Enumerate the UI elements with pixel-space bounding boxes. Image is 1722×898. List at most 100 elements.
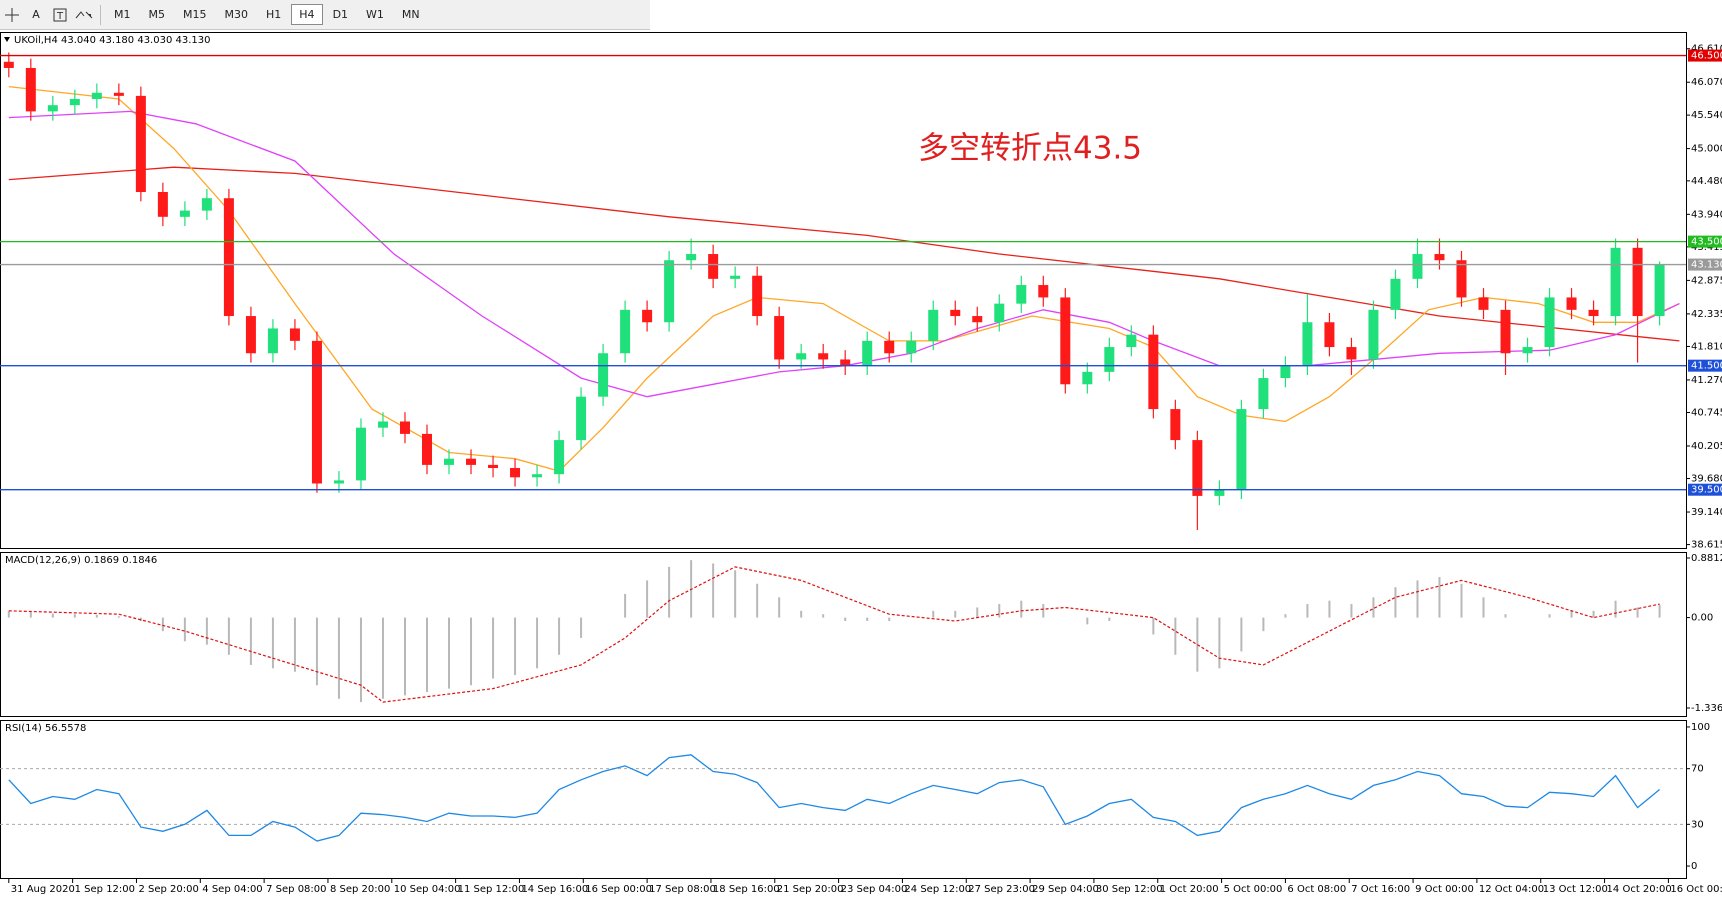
y-tick-label: 46.610 (1691, 44, 1722, 55)
y-tick-label: 40.745 (1691, 407, 1722, 418)
candle-body (1412, 254, 1423, 279)
candle-body (1038, 285, 1049, 298)
candle-body (994, 303, 1005, 323)
x-tick-label: 9 Oct 00:00 (1415, 884, 1474, 895)
y-tick-label: 0.00 (1691, 613, 1713, 624)
candle-body (1610, 247, 1621, 317)
panel-title: MACD(12,26,9) 0.1869 0.1846 (5, 555, 157, 566)
candle-body (928, 309, 939, 341)
timeframe-button[interactable]: H4 (291, 4, 323, 25)
timeframe-button[interactable]: M1 (114, 8, 131, 21)
panel-title: RSI(14) 56.5578 (5, 723, 86, 734)
x-tick-label: 17 Sep 08:00 (649, 884, 716, 895)
candle-body (906, 340, 917, 354)
candle-body (1434, 254, 1445, 261)
x-tick-label: 14 Oct 20:00 (1607, 884, 1672, 895)
candle-body (664, 260, 675, 323)
y-tick-label: 38.615 (1691, 540, 1722, 551)
candle-body (466, 458, 477, 465)
candle-body (840, 359, 851, 366)
candle-body (245, 316, 256, 354)
timeframe-button[interactable]: M5 (148, 8, 166, 21)
candle-body (377, 421, 388, 428)
toolbar: A T M1 M5 M15 M30 H1 H4 D1 W1 MN (0, 0, 650, 30)
x-tick-label: 18 Sep 16:00 (713, 884, 780, 895)
candle-body (267, 328, 278, 354)
timeframe-button[interactable]: D1 (332, 8, 349, 21)
candle-body (1368, 309, 1379, 360)
candle-body (1258, 378, 1269, 410)
candle-body (950, 309, 961, 317)
candle-body (69, 98, 80, 106)
y-tick-label: 43.940 (1691, 209, 1722, 220)
candle-body (113, 92, 124, 96)
candle-body (862, 340, 873, 366)
x-tick-label: 23 Sep 04:00 (841, 884, 908, 895)
candle-body (1170, 409, 1181, 441)
candle-body (1148, 334, 1159, 410)
arrows-tool[interactable] (72, 3, 96, 27)
y-tick-label: 0 (1691, 861, 1697, 872)
symbol-menu-arrow (4, 37, 10, 42)
timeframe-button[interactable]: M15 (183, 8, 207, 21)
candle-body (1456, 260, 1467, 298)
candle-body (554, 440, 565, 475)
x-tick-label: 27 Sep 23:00 (968, 884, 1035, 895)
timeframe-button[interactable]: H1 (266, 8, 282, 21)
candle-body (399, 421, 410, 434)
candle-body (532, 474, 543, 478)
level-label-box (1688, 235, 1722, 248)
x-tick-label: 21 Sep 20:00 (777, 884, 844, 895)
candle-body (1016, 285, 1027, 304)
candle-body (686, 254, 697, 261)
y-tick-label: 70 (1691, 764, 1704, 775)
x-tick-label: 10 Sep 04:00 (394, 884, 461, 895)
y-tick-label: 39.680 (1691, 474, 1722, 485)
y-tick-label: 41.810 (1691, 341, 1722, 352)
x-tick-label: 14 Sep 16:00 (521, 884, 588, 895)
candle-body (1104, 347, 1115, 372)
timeframe-button[interactable]: M30 (224, 8, 249, 21)
y-tick-label: 42.875 (1691, 275, 1722, 286)
y-tick-label: 30 (1691, 819, 1704, 830)
y-tick-label: 42.335 (1691, 309, 1722, 320)
panel-title: UKOil,H4 43.040 43.180 43.030 43.130 (14, 35, 211, 46)
candle-body (355, 427, 366, 481)
candle-body (289, 328, 300, 341)
text-tool[interactable]: A (32, 8, 40, 21)
x-tick-label: 8 Sep 20:00 (330, 884, 390, 895)
label-tool[interactable]: T (48, 3, 72, 27)
y-tick-label: 0.8812 (1691, 553, 1722, 564)
x-tick-label: 1 Oct 20:00 (1160, 884, 1219, 895)
candle-body (47, 105, 58, 112)
x-tick-label: 11 Sep 12:00 (458, 884, 525, 895)
crosshair-tool[interactable] (0, 3, 24, 27)
moving-average (8, 85, 1680, 472)
panel-frame (0, 552, 1687, 717)
candle-body (884, 340, 895, 354)
timeframe-button[interactable]: W1 (366, 8, 384, 21)
candle-body (1566, 297, 1577, 310)
level-label: 39.500 (1691, 485, 1722, 496)
candle-body (796, 353, 807, 360)
level-label: 43.130 (1691, 260, 1722, 271)
candle-body (1236, 409, 1247, 490)
candle-body (179, 210, 190, 217)
candle-body (642, 309, 653, 323)
candle-body (135, 95, 146, 193)
candle-body (1346, 347, 1357, 360)
y-tick-label: 46.070 (1691, 77, 1722, 88)
timeframes: M1 M5 M15 M30 H1 H4 D1 W1 MN (105, 4, 429, 25)
timeframe-button[interactable]: MN (401, 8, 420, 21)
candle-body (1500, 309, 1511, 354)
y-tick-label: 100 (1691, 722, 1710, 733)
y-tick-label: 44.480 (1691, 176, 1722, 187)
candle-body (1214, 489, 1225, 496)
candle-body (91, 92, 102, 99)
level-label: 43.500 (1691, 237, 1722, 248)
candle-body (1588, 309, 1599, 317)
x-tick-label: 29 Sep 04:00 (1032, 884, 1099, 895)
x-tick-label: 7 Oct 16:00 (1351, 884, 1410, 895)
moving-average (8, 166, 1680, 342)
